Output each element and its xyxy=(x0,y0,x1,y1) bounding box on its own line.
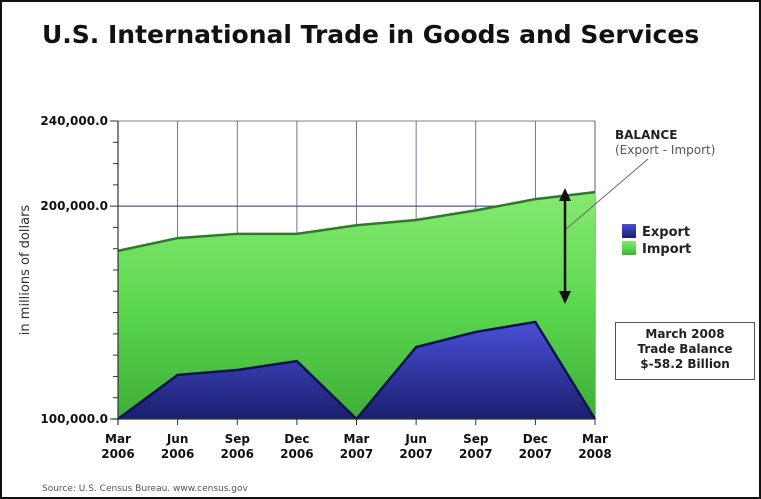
chart-title: U.S. International Trade in Goods and Se… xyxy=(42,20,700,49)
x-tick-label-month: Sep xyxy=(463,432,489,446)
y-tick-label: 200,000.0 xyxy=(40,199,108,213)
point-export xyxy=(475,331,477,333)
x-tick-label-month: Sep xyxy=(225,432,251,446)
balance-title: BALANCE xyxy=(615,128,677,142)
x-tick-label-month: Dec xyxy=(523,432,548,446)
y-tick-label: 240,000.0 xyxy=(40,114,108,128)
point-import xyxy=(475,209,477,211)
balance-leader-line xyxy=(564,158,649,231)
source-note: Source: U.S. Census Bureau. www.census.g… xyxy=(42,484,248,494)
point-export xyxy=(236,369,238,371)
legend-label-import: Import xyxy=(642,242,691,257)
y-tick-label: 100,000.0 xyxy=(40,412,108,426)
trade-balance-box: March 2008 Trade Balance $-58.2 Billion xyxy=(615,322,755,380)
x-tick-label-month: Jun xyxy=(166,432,189,446)
arrow-up-icon xyxy=(559,188,571,201)
area-export xyxy=(118,321,595,419)
x-tick-label-year: 2007 xyxy=(399,447,432,461)
arrow-down-icon xyxy=(559,291,571,304)
point-import xyxy=(356,224,357,226)
point-export xyxy=(177,374,179,376)
box-line-2: Trade Balance xyxy=(637,342,733,356)
x-tick-label-month: Jun xyxy=(404,432,427,446)
legend-label-export: Export xyxy=(642,225,690,240)
x-tick-label-month: Mar xyxy=(344,432,370,446)
point-import xyxy=(296,233,298,235)
x-tick-label-month: Dec xyxy=(284,432,309,446)
x-tick-label-month: Mar xyxy=(105,432,131,446)
x-tick-label-year: 2006 xyxy=(161,447,194,461)
box-line-3: $-58.2 Billion xyxy=(640,357,730,371)
y-axis-label: in millions of dollars xyxy=(18,205,33,336)
point-import xyxy=(534,198,536,200)
point-import xyxy=(236,233,238,235)
point-export xyxy=(415,346,417,348)
point-import xyxy=(415,219,417,221)
x-tick-label-year: 2007 xyxy=(459,447,492,461)
x-tick-label-year: 2006 xyxy=(221,447,254,461)
point-export xyxy=(296,360,298,362)
x-tick-label-year: 2006 xyxy=(101,447,134,461)
point-export xyxy=(534,321,536,323)
box-line-1: March 2008 xyxy=(645,327,725,341)
point-import xyxy=(177,237,179,239)
balance-subtitle: (Export - Import) xyxy=(615,143,715,157)
legend-swatch-export xyxy=(622,224,636,238)
x-tick-label-year: 2006 xyxy=(280,447,313,461)
point-import xyxy=(594,191,596,193)
x-tick-label-month: Mar xyxy=(582,432,608,446)
legend-swatch-import xyxy=(622,241,636,255)
x-tick-label-year: 2007 xyxy=(340,447,373,461)
x-tick-label-year: 2008 xyxy=(578,447,611,461)
x-tick-label-year: 2007 xyxy=(519,447,552,461)
